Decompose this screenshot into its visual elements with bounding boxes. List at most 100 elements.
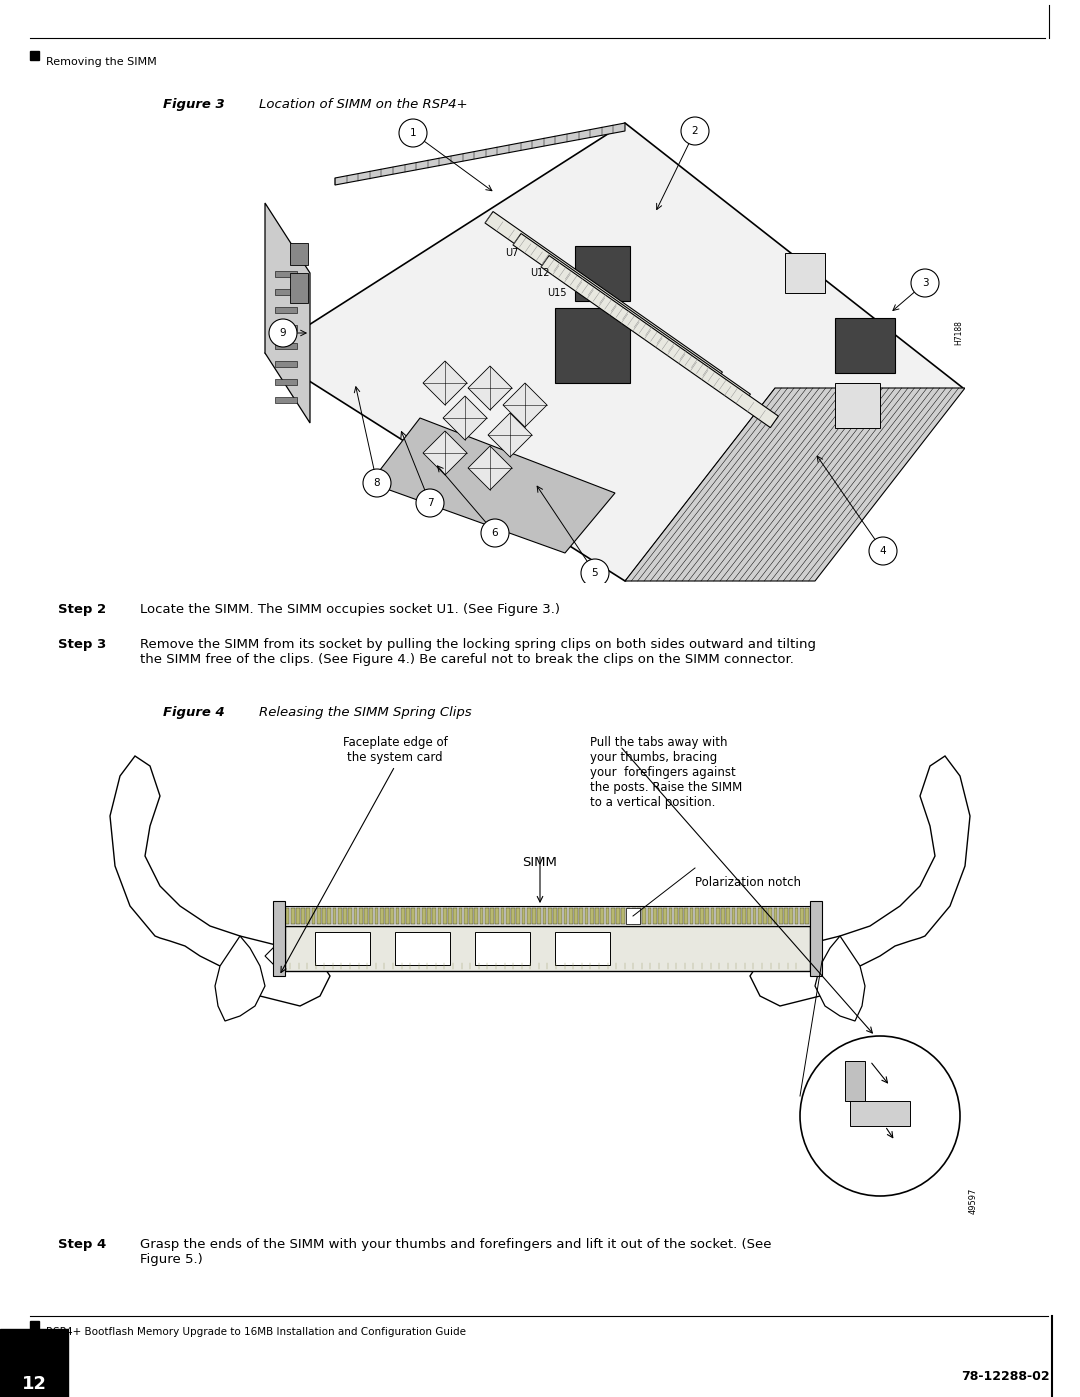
Polygon shape xyxy=(488,414,532,457)
Bar xyxy=(742,908,746,923)
Bar xyxy=(318,908,321,923)
Bar xyxy=(705,908,710,923)
Bar xyxy=(338,908,341,923)
Polygon shape xyxy=(815,936,865,1021)
Circle shape xyxy=(869,536,897,564)
Bar xyxy=(575,908,578,923)
Bar xyxy=(789,908,793,923)
Bar xyxy=(580,908,583,923)
Text: Pull the tabs away with
your thumbs, bracing
your  forefingers against
the posts: Pull the tabs away with your thumbs, bra… xyxy=(590,736,742,809)
Bar xyxy=(800,908,804,923)
Bar xyxy=(522,908,526,923)
Bar xyxy=(690,908,693,923)
Bar xyxy=(606,908,609,923)
Text: U15: U15 xyxy=(546,288,567,298)
Text: U7: U7 xyxy=(505,249,518,258)
Bar xyxy=(721,908,725,923)
Polygon shape xyxy=(625,388,966,581)
Bar xyxy=(322,908,326,923)
Bar xyxy=(532,908,536,923)
Bar xyxy=(275,360,297,367)
Bar xyxy=(753,908,756,923)
Bar xyxy=(275,307,297,313)
Text: 1: 1 xyxy=(409,129,416,138)
Bar xyxy=(312,908,315,923)
Bar xyxy=(0,1329,68,1397)
Text: Locate the SIMM. The SIMM occupies socket U1. (See Figure 3.): Locate the SIMM. The SIMM occupies socke… xyxy=(140,604,561,616)
Bar xyxy=(769,908,772,923)
Text: 3: 3 xyxy=(921,278,929,288)
Bar xyxy=(507,908,510,923)
Text: Remove the SIMM from its socket by pulling the locking spring clips on both side: Remove the SIMM from its socket by pulli… xyxy=(140,638,816,666)
Bar xyxy=(626,908,631,923)
Bar xyxy=(632,908,636,923)
Text: Grasp the ends of the SIMM with your thumbs and forefingers and lift it out of t: Grasp the ends of the SIMM with your thu… xyxy=(140,1238,771,1266)
Bar xyxy=(685,908,688,923)
Polygon shape xyxy=(370,418,615,553)
Bar xyxy=(764,908,767,923)
Bar xyxy=(758,908,761,923)
Bar xyxy=(558,908,563,923)
Bar xyxy=(806,908,809,923)
Text: 6: 6 xyxy=(491,528,498,538)
Bar xyxy=(621,908,625,923)
Bar xyxy=(315,932,370,965)
Bar xyxy=(553,908,557,923)
Bar xyxy=(501,908,504,923)
Bar xyxy=(343,908,347,923)
Bar xyxy=(543,908,546,923)
Bar xyxy=(785,253,825,293)
Bar xyxy=(555,932,610,965)
Text: Removing the SIMM: Removing the SIMM xyxy=(46,57,157,67)
Text: Polarization notch: Polarization notch xyxy=(696,876,801,888)
Circle shape xyxy=(269,319,297,346)
Bar xyxy=(275,379,297,386)
Circle shape xyxy=(681,117,708,145)
Bar xyxy=(679,908,683,923)
Polygon shape xyxy=(541,256,779,427)
Bar xyxy=(643,908,646,923)
Bar xyxy=(569,908,572,923)
Bar xyxy=(490,908,494,923)
Bar xyxy=(285,908,289,923)
Bar xyxy=(727,908,730,923)
Bar xyxy=(364,908,368,923)
Text: 2: 2 xyxy=(691,126,699,136)
Polygon shape xyxy=(423,360,467,405)
Bar xyxy=(600,908,604,923)
Text: 5: 5 xyxy=(592,569,598,578)
Text: Step 2: Step 2 xyxy=(58,604,106,616)
Bar xyxy=(696,908,699,923)
Text: SIMM: SIMM xyxy=(523,856,557,869)
Bar xyxy=(637,908,642,923)
Bar xyxy=(485,908,489,923)
Bar xyxy=(575,246,630,300)
Bar xyxy=(422,908,426,923)
Bar xyxy=(474,908,478,923)
Bar xyxy=(835,383,880,427)
Bar xyxy=(459,908,462,923)
Bar xyxy=(737,908,741,923)
Bar xyxy=(480,908,484,923)
Bar xyxy=(835,319,895,373)
Bar xyxy=(516,908,521,923)
Polygon shape xyxy=(503,383,546,427)
Text: Faceplate edge of
the system card: Faceplate edge of the system card xyxy=(342,736,447,764)
Bar xyxy=(669,908,673,923)
Bar xyxy=(700,908,704,923)
Bar xyxy=(386,908,389,923)
Bar xyxy=(275,271,297,277)
Bar xyxy=(732,908,735,923)
Bar xyxy=(469,908,473,923)
Bar xyxy=(291,272,308,303)
Bar xyxy=(275,289,297,295)
Bar xyxy=(810,901,822,977)
Bar xyxy=(401,908,405,923)
Bar xyxy=(375,908,378,923)
Circle shape xyxy=(481,520,509,548)
Bar xyxy=(354,908,357,923)
Bar xyxy=(327,908,332,923)
Text: Figure 4: Figure 4 xyxy=(163,705,225,719)
Bar xyxy=(359,908,363,923)
Circle shape xyxy=(912,270,939,298)
